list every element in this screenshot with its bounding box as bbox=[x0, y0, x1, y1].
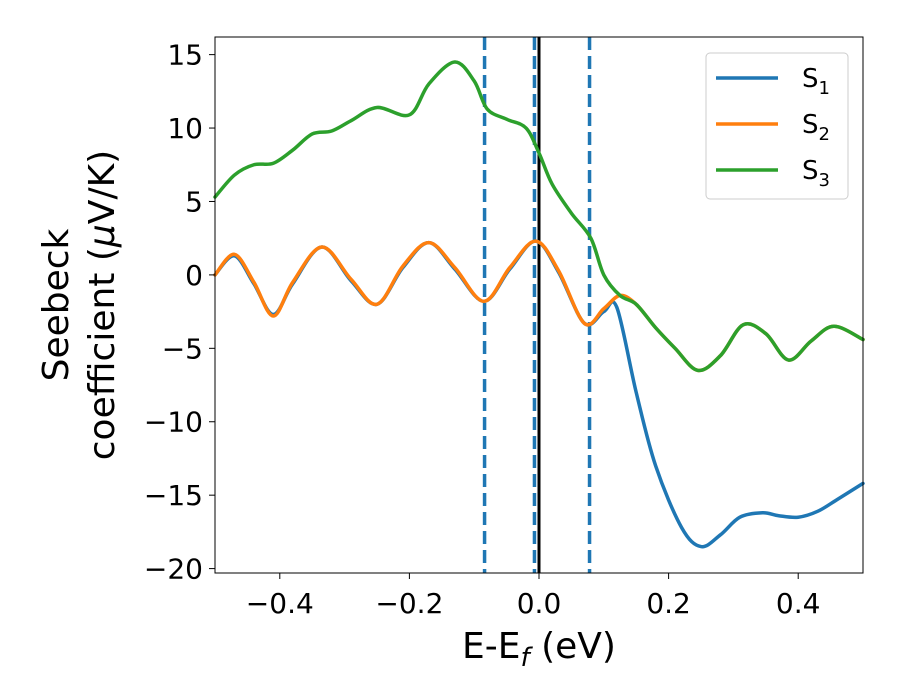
y-tick-label: −10 bbox=[144, 406, 203, 439]
x-axis-label: E-Ef (eV) bbox=[462, 626, 616, 673]
x-tick-label: 0.0 bbox=[517, 587, 562, 620]
y-axis-label-line1: Seebeck bbox=[36, 228, 77, 381]
series-line-s3 bbox=[213, 60, 865, 373]
y-tick-label: 15 bbox=[167, 39, 203, 72]
legend: S1 S2 S3 bbox=[705, 52, 849, 200]
y-axis-label-line2: coefficient (μV/K) bbox=[82, 150, 123, 460]
legend-label-s1: S1 bbox=[802, 64, 830, 99]
x-tick-label: −0.2 bbox=[375, 587, 443, 620]
x-axis-ticks: −0.4 −0.2 0.0 0.2 0.4 bbox=[246, 573, 821, 620]
y-tick-label: −5 bbox=[162, 332, 203, 365]
legend-box bbox=[705, 52, 849, 200]
vertical-reference-lines bbox=[482, 37, 592, 573]
y-tick-label: 5 bbox=[185, 185, 203, 218]
series-lines bbox=[213, 60, 865, 549]
legend-label-s3: S3 bbox=[802, 156, 830, 191]
y-tick-label: −20 bbox=[144, 553, 203, 586]
x-tick-label: −0.4 bbox=[246, 587, 314, 620]
x-tick-label: 0.4 bbox=[776, 587, 821, 620]
y-axis-ticks: −20 −15 −10 −5 0 5 10 15 bbox=[144, 39, 215, 586]
y-tick-label: −15 bbox=[144, 479, 203, 512]
y-tick-label: 10 bbox=[167, 112, 203, 145]
x-tick-label: 0.2 bbox=[646, 587, 691, 620]
y-tick-label: 0 bbox=[185, 259, 203, 292]
legend-label-s2: S2 bbox=[802, 110, 830, 145]
y-axis-label: Seebeck coefficient (μV/K) bbox=[36, 150, 123, 460]
